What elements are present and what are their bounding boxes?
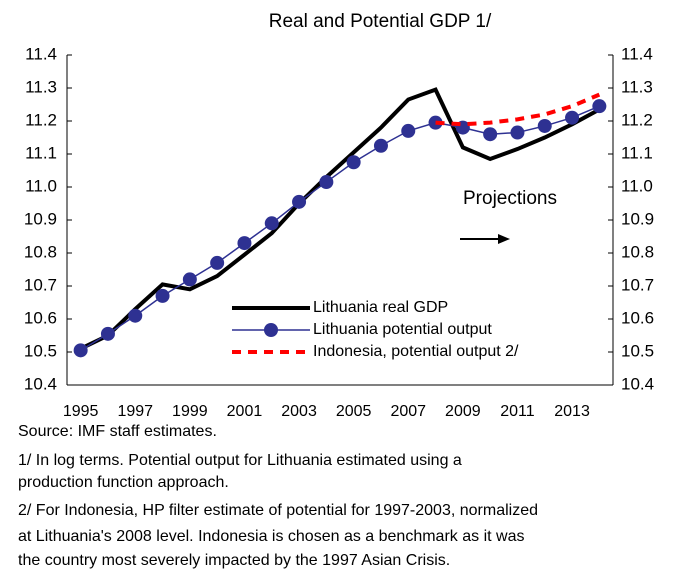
footnote: Source: IMF staff estimates. <box>18 423 217 440</box>
marker <box>319 175 334 190</box>
legend-label: Lithuania real GDP <box>313 299 448 316</box>
x-tick-label: 1999 <box>172 403 208 420</box>
series-line <box>79 87 601 351</box>
y2-tick-label: 10.9 <box>621 209 654 228</box>
footnote: production function approach. <box>18 474 229 491</box>
marker <box>373 138 388 153</box>
x-tick-label: 2003 <box>281 403 317 420</box>
x-tick-label: 2001 <box>227 403 263 420</box>
y2-tick-label: 10.5 <box>621 341 654 360</box>
marker <box>237 236 252 251</box>
marker <box>428 115 443 130</box>
y-tick-label: 10.7 <box>24 275 57 294</box>
x-tick-label: 2005 <box>336 403 372 420</box>
y2-tick-label: 11.4 <box>621 44 653 63</box>
y-tick-label: 10.5 <box>24 341 57 360</box>
x-tick-label: 1997 <box>117 403 153 420</box>
marker <box>510 125 525 140</box>
footnote: 2/ For Indonesia, HP filter estimate of … <box>18 502 538 519</box>
x-tick-label: 2011 <box>500 403 535 420</box>
y-tick-label: 10.8 <box>24 242 57 261</box>
marker <box>128 308 143 323</box>
y-tick-label: 10.9 <box>24 209 57 228</box>
y-tick-label: 11.2 <box>25 110 57 129</box>
x-tick-label: 2007 <box>390 403 426 420</box>
y2-tick-label: 10.6 <box>621 308 654 327</box>
marker <box>100 326 115 341</box>
marker <box>264 216 279 231</box>
annotation: Projections <box>463 188 557 209</box>
x-tick-label: 1995 <box>63 403 99 420</box>
x-tick-label: 2009 <box>445 403 481 420</box>
marker <box>182 272 197 287</box>
marker <box>210 255 225 270</box>
y2-tick-label: 10.8 <box>621 242 654 261</box>
y2-tick-label: 10.7 <box>621 275 654 294</box>
footnote: the country most severely impacted by th… <box>18 552 450 569</box>
y-tick-label: 11.1 <box>25 143 57 162</box>
y-tick-label: 11.0 <box>25 176 57 195</box>
chart-title: Real and Potential GDP 1/ <box>269 11 492 32</box>
marker <box>401 123 416 138</box>
marker <box>565 110 580 125</box>
legend-label: Lithuania potential output <box>313 321 492 338</box>
marker <box>483 127 498 142</box>
legend-marker <box>264 323 278 337</box>
x-tick-label: 2013 <box>554 403 590 420</box>
marker <box>346 155 361 170</box>
marker <box>155 288 170 303</box>
series-line <box>435 92 601 127</box>
y-tick-label: 11.3 <box>25 77 57 96</box>
arrow <box>460 234 510 244</box>
marker <box>537 118 552 133</box>
marker <box>292 194 307 209</box>
y2-tick-label: 10.4 <box>621 374 654 393</box>
y-tick-label: 11.4 <box>25 44 57 63</box>
y2-tick-label: 11.1 <box>621 143 653 162</box>
marker <box>73 343 88 358</box>
y2-tick-label: 11.0 <box>621 176 653 195</box>
footnote: at Lithuania's 2008 level. Indonesia is … <box>18 528 524 545</box>
footnote: 1/ In log terms. Potential output for Li… <box>18 452 462 469</box>
y2-tick-label: 11.3 <box>621 77 653 96</box>
legend-label: Indonesia, potential output 2/ <box>313 343 519 360</box>
y-tick-label: 10.4 <box>24 374 57 393</box>
y2-tick-label: 11.2 <box>621 110 653 129</box>
marker <box>592 99 607 114</box>
y-tick-label: 10.6 <box>24 308 57 327</box>
